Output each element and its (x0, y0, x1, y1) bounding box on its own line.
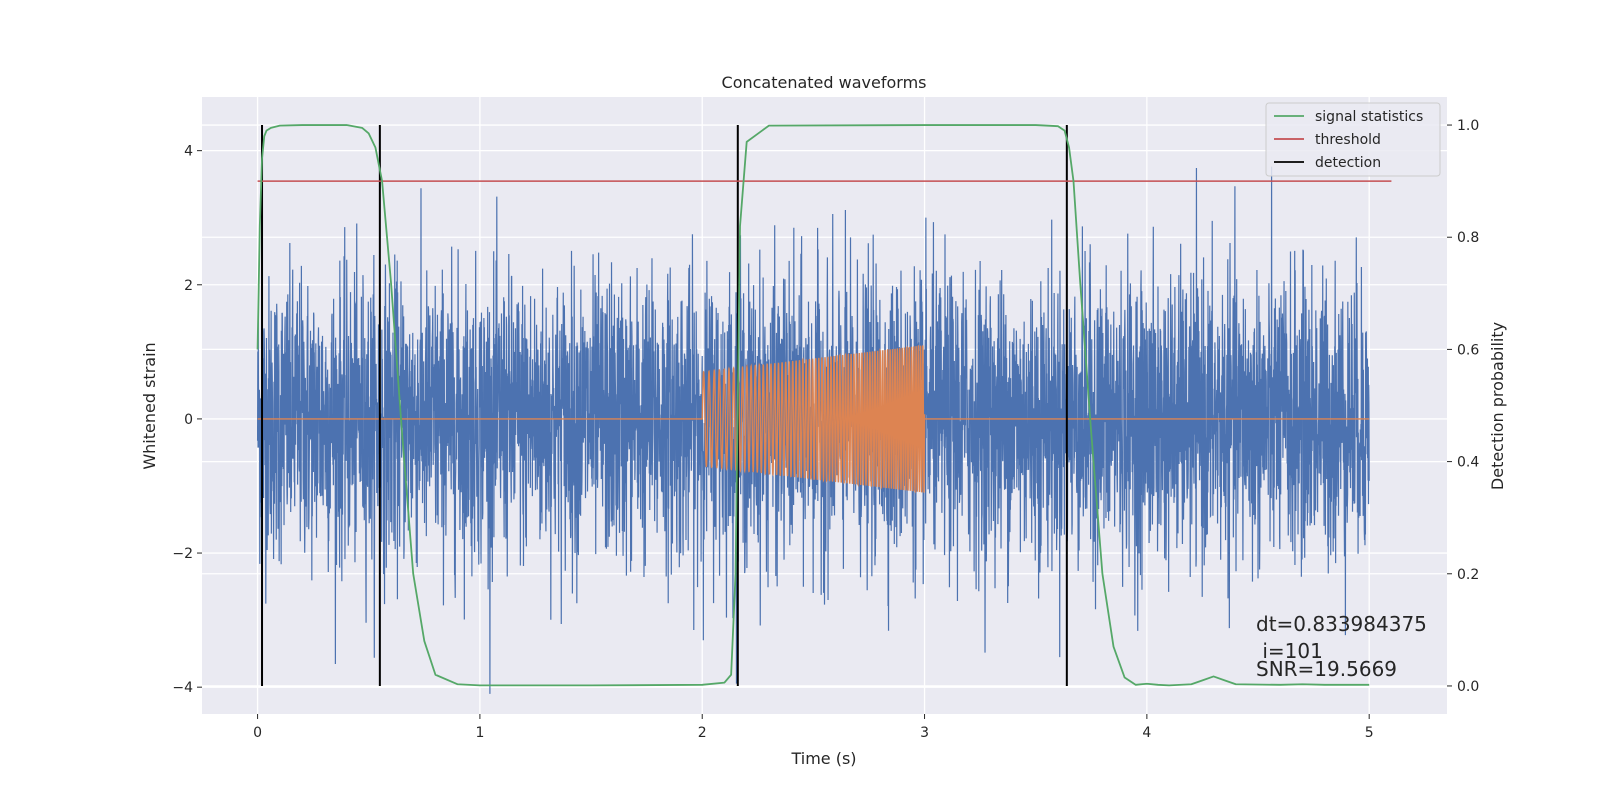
series-layer (256, 124, 1392, 694)
y-tick-label-left: −4 (172, 680, 193, 696)
legend-label-detection: detection (1315, 155, 1381, 171)
y-tick-label-left: 2 (184, 278, 193, 294)
y-tick-label-right: 0.6 (1457, 342, 1479, 358)
y-tick-label-right: 0.4 (1457, 455, 1479, 471)
x-axis-label: Time (s) (790, 749, 856, 768)
chart-title: Concatenated waveforms (722, 73, 927, 92)
legend: signal statistics threshold detection (1265, 102, 1441, 177)
y-tick-label-right: 0.0 (1457, 679, 1479, 695)
legend-label-signal-statistics: signal statistics (1315, 109, 1423, 125)
annotation-i: i=101 (1256, 639, 1323, 663)
x-tick-label: 3 (920, 725, 929, 741)
x-tick-label: 4 (1142, 725, 1151, 741)
legend-label-threshold: threshold (1315, 132, 1381, 148)
x-tick-label: 5 (1365, 725, 1374, 741)
signal-statistics-line (256, 124, 1370, 687)
y-axis-label-left: Whitened strain (140, 342, 159, 469)
y-tick-label-right: 1.0 (1457, 118, 1479, 134)
annotation-snr: SNR=19.5669 (1256, 657, 1397, 681)
template-series (257, 344, 1370, 494)
x-tick-label: 0 (253, 725, 262, 741)
x-tick-label: 1 (475, 725, 484, 741)
x-tick-label: 2 (698, 725, 707, 741)
y-tick-label-right: 0.2 (1457, 567, 1479, 583)
y-tick-label-left: 0 (184, 412, 193, 428)
legend-box (1265, 102, 1441, 177)
y-tick-label-left: 4 (184, 144, 193, 160)
axes-layer: 0 1 2 3 4 5 −4 −2 0 2 4 0.0 0.2 0.4 0.6 0.8 1.0 (172, 118, 1479, 741)
y-tick-label-left: −2 (172, 546, 193, 562)
annotation-dt: dt=0.833984375 (1256, 612, 1427, 636)
y-tick-label-right: 0.8 (1457, 230, 1479, 246)
y-axis-label-right: Detection probability (1488, 322, 1507, 490)
